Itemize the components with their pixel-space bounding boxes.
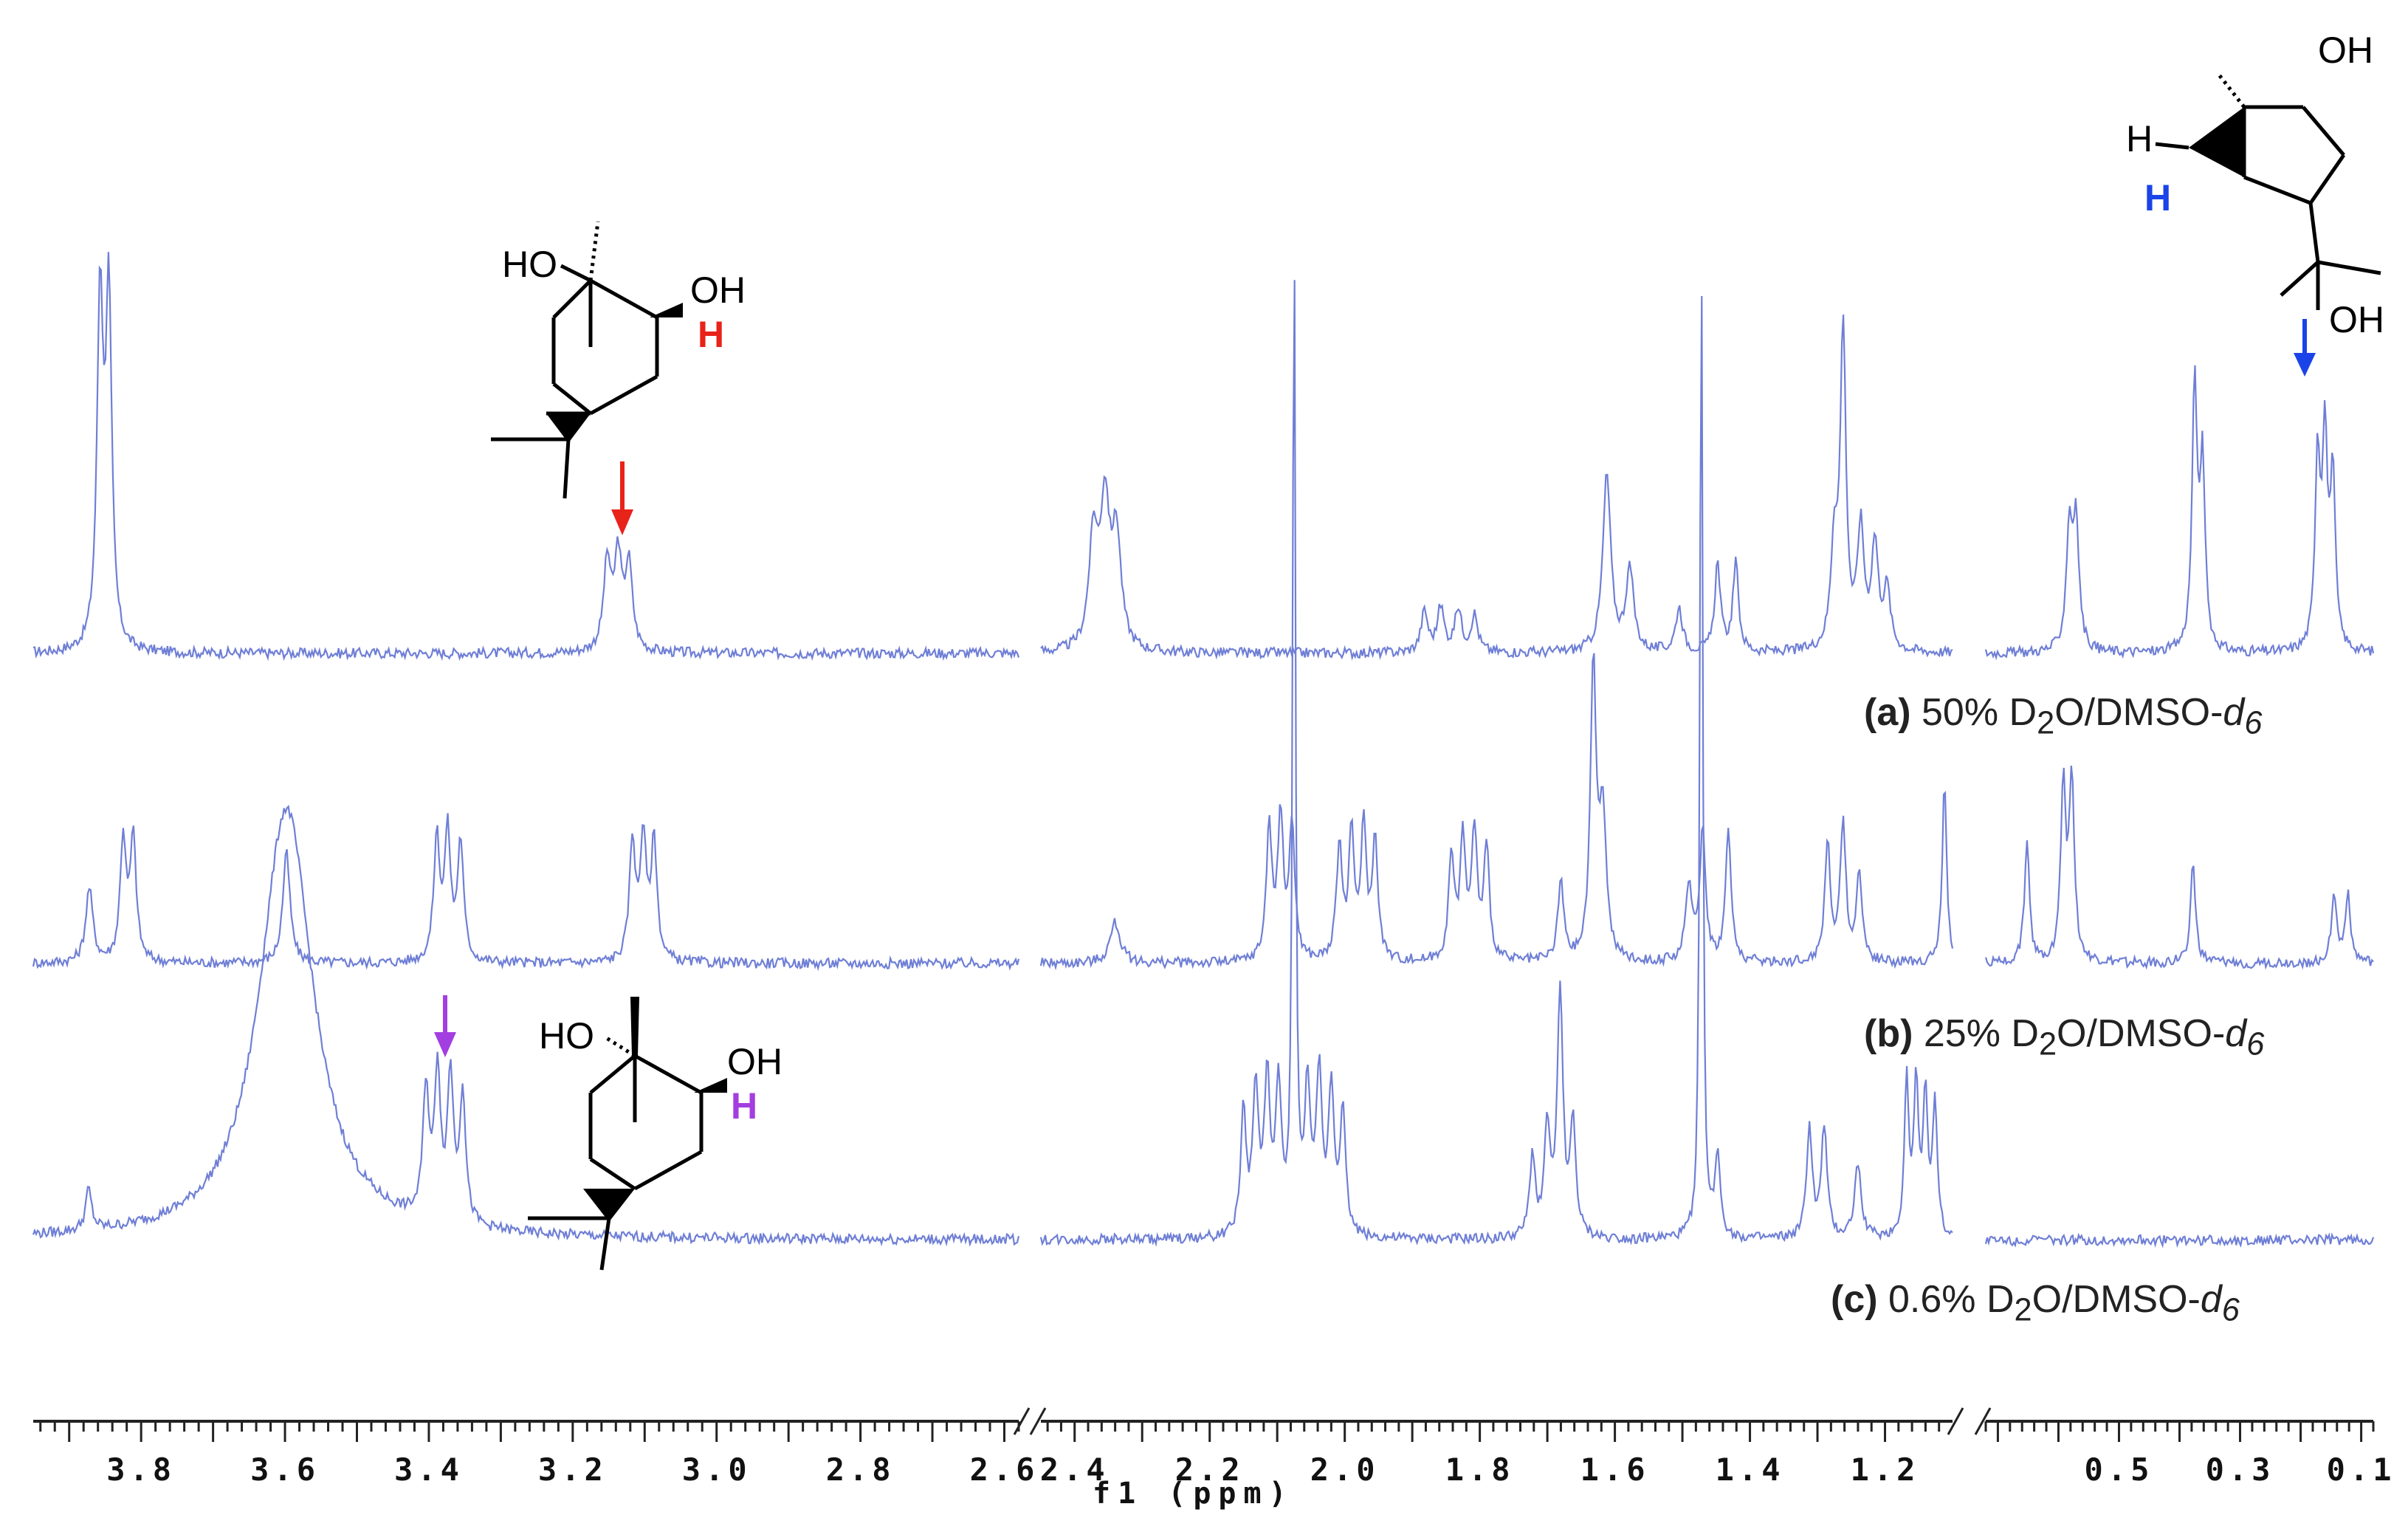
structure-bicyclic: [2155, 72, 2381, 310]
blue-arrow-icon: [2294, 319, 2316, 377]
spectrum-b-segment-1: [32, 813, 1020, 972]
structure-bicyclic-blue-h: H: [2144, 177, 2171, 219]
tick-label-1-6: 2.8: [826, 1452, 895, 1488]
axis-break-mark-1: [1029, 1407, 1047, 1435]
tick-label-2-1: 2.4: [1040, 1452, 1110, 1488]
tick-label-2-2: 2.2: [1175, 1452, 1245, 1488]
axis-break-mark-2: [1974, 1407, 1992, 1435]
spectrum-b-segment-3: [1984, 765, 2374, 970]
tick-label-1-7: 2.6: [970, 1452, 1039, 1488]
structure-c-purple-h: H: [731, 1085, 757, 1127]
spectrum-a-segment-1: [32, 252, 1020, 662]
axis-break-mark-2: [1947, 1407, 1964, 1435]
red-arrow-icon: [611, 461, 633, 535]
series-c-label: (c) 0.6% D2O/DMSO-d6: [1831, 1278, 2240, 1328]
spectrum-a-segment-2: [1040, 315, 1953, 661]
structure-bicyclic-oh-bottom: OH: [2329, 299, 2384, 340]
spectrum-c-segment-3: [1984, 1232, 2375, 1248]
structure-a-red-h: H: [698, 314, 724, 355]
purple-arrow-icon: [434, 995, 456, 1057]
structure-a-diol: [491, 221, 683, 499]
tick-label-2-7: 1.2: [1851, 1452, 1920, 1488]
spectrum-a-segment-3: [1984, 365, 2375, 661]
spectra-traces: [32, 252, 2375, 1248]
structure-a-ho: HO: [502, 244, 557, 285]
spectrum-c-segment-2: [1039, 280, 1953, 1247]
tick-label-1-2: 3.6: [250, 1452, 320, 1488]
series-b-label: (b) 25% D2O/DMSO-d6: [1864, 1012, 2265, 1062]
tick-label-2-4: 1.8: [1445, 1452, 1515, 1488]
tick-label-1-1: 3.8: [106, 1452, 176, 1488]
tick-label-2-3: 2.0: [1310, 1452, 1380, 1488]
structure-c-ho: HO: [539, 1015, 594, 1057]
axis-break-mark-1: [1013, 1407, 1031, 1435]
structure-a-oh: OH: [690, 269, 746, 311]
tick-label-3-3: 0.1: [2327, 1452, 2396, 1488]
structure-bicyclic-oh-top: OH: [2318, 30, 2373, 71]
series-a-label: (a) 50% D2O/DMSO-d6: [1864, 691, 2263, 741]
tick-label-2-5: 1.6: [1580, 1452, 1650, 1488]
x-axis: 3.8 3.6 3.4 3.2 3.0 2.8 2.6 2.4 2.2 2.0 1.8 1.6 1.4 1…: [33, 1407, 2396, 1488]
tick-label-1-3: 3.4: [394, 1452, 464, 1488]
spectrum-b-segment-2: [1039, 653, 1954, 971]
tick-label-3-1: 0.5: [2085, 1452, 2154, 1488]
x-axis-title: f1 (ppm): [1093, 1477, 1294, 1511]
spectrum-c-segment-1: [32, 804, 1020, 1247]
structure-c-diol: [528, 997, 727, 1271]
tick-label-1-5: 3.0: [682, 1452, 751, 1488]
structure-c-oh: OH: [727, 1041, 782, 1082]
tick-label-3-2: 0.3: [2206, 1452, 2275, 1488]
structure-bicyclic-h: H: [2126, 118, 2153, 159]
tick-label-2-6: 1.4: [1716, 1452, 1785, 1488]
tick-label-1-4: 3.2: [538, 1452, 608, 1488]
